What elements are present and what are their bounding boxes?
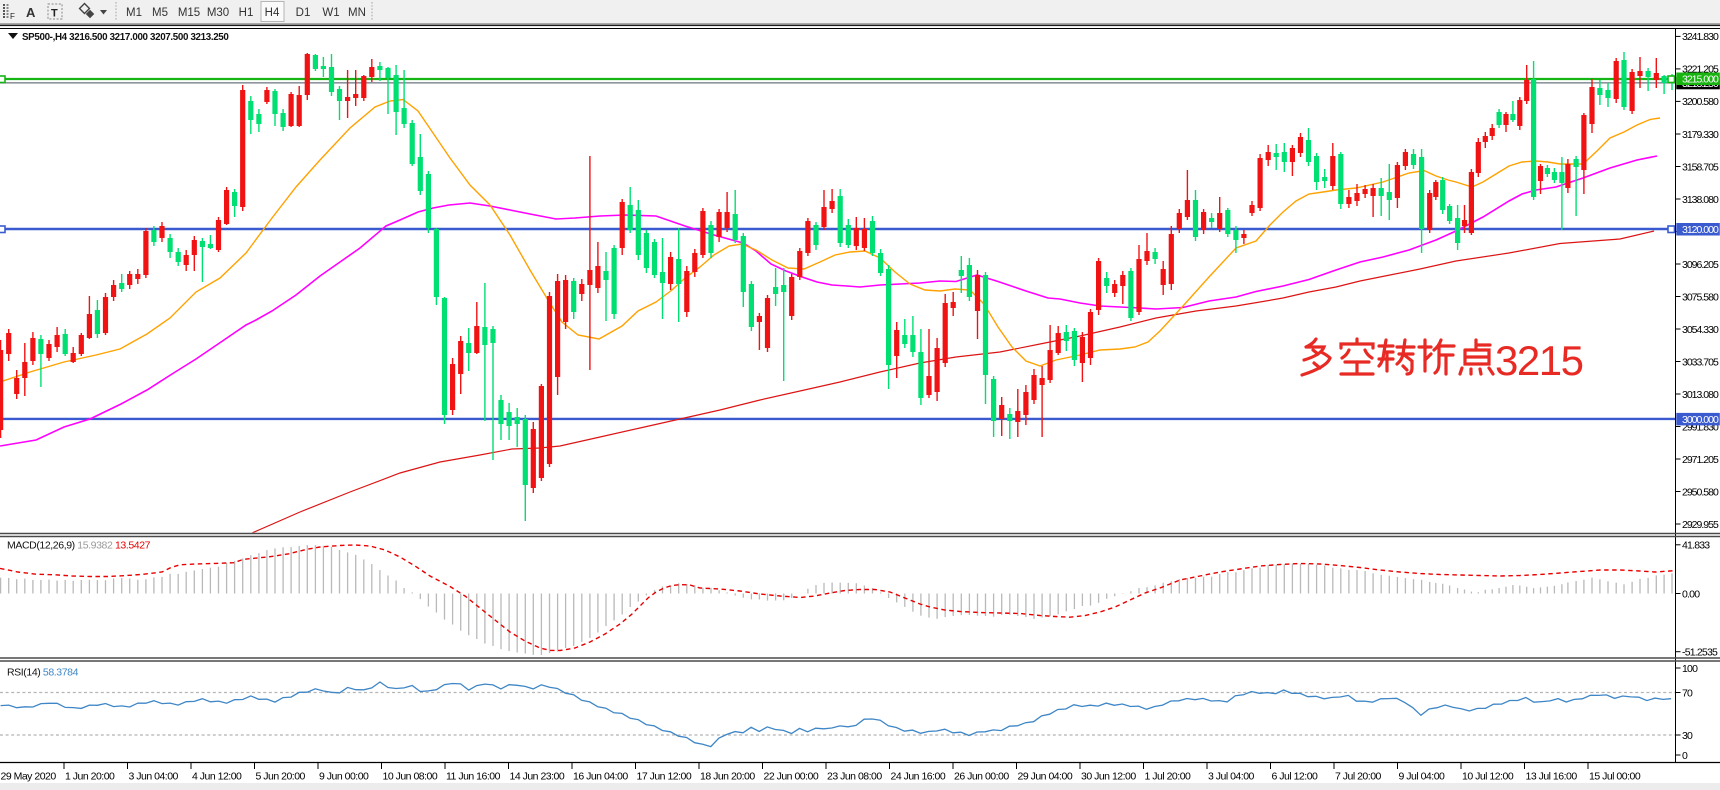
svg-text:11 Jun 16:00: 11 Jun 16:00 xyxy=(446,771,501,783)
svg-text:29 May 2020: 29 May 2020 xyxy=(1,771,57,783)
svg-text:3054.330: 3054.330 xyxy=(1682,324,1719,336)
svg-text:3096.205: 3096.205 xyxy=(1682,259,1719,271)
svg-text:1 Jun 20:00: 1 Jun 20:00 xyxy=(65,771,115,783)
svg-text:H1: H1 xyxy=(239,7,254,19)
svg-text:2950.580: 2950.580 xyxy=(1682,486,1719,498)
svg-text:SP500-,H4 3216.500 3217.000 3: SP500-,H4 3216.500 3217.000 3207.500 321… xyxy=(22,32,229,43)
svg-text:3 Jul 04:00: 3 Jul 04:00 xyxy=(1208,771,1255,783)
svg-text:3 Jun 04:00: 3 Jun 04:00 xyxy=(129,771,179,783)
svg-text:22 Jun 00:00: 22 Jun 00:00 xyxy=(764,771,819,783)
svg-text:18 Jun 20:00: 18 Jun 20:00 xyxy=(700,771,755,783)
svg-text:M15: M15 xyxy=(178,7,200,19)
svg-text:W1: W1 xyxy=(322,7,339,19)
svg-text:1 Jul 20:00: 1 Jul 20:00 xyxy=(1145,771,1192,783)
svg-text:M30: M30 xyxy=(207,7,229,19)
svg-text:9 Jul 04:00: 9 Jul 04:00 xyxy=(1399,771,1446,783)
svg-text:24 Jun 16:00: 24 Jun 16:00 xyxy=(891,771,946,783)
svg-text:3033.705: 3033.705 xyxy=(1682,356,1719,368)
svg-text:3241.830: 3241.830 xyxy=(1682,31,1719,43)
svg-text:T: T xyxy=(51,8,58,20)
svg-text:3215.000: 3215.000 xyxy=(1682,74,1719,86)
svg-text:A: A xyxy=(26,5,36,20)
svg-text:3138.080: 3138.080 xyxy=(1682,194,1719,206)
svg-text:17 Jun 12:00: 17 Jun 12:00 xyxy=(637,771,692,783)
svg-text:H4: H4 xyxy=(265,7,280,19)
svg-text:10 Jul 12:00: 10 Jul 12:00 xyxy=(1462,771,1514,783)
svg-text:5 Jun 20:00: 5 Jun 20:00 xyxy=(256,771,306,783)
svg-text:15 Jul 00:00: 15 Jul 00:00 xyxy=(1589,771,1641,783)
svg-text:3013.080: 3013.080 xyxy=(1682,389,1719,401)
svg-text:3200.580: 3200.580 xyxy=(1682,96,1719,108)
svg-text:29 Jun 04:00: 29 Jun 04:00 xyxy=(1018,771,1073,783)
svg-text:6 Jul 12:00: 6 Jul 12:00 xyxy=(1272,771,1319,783)
svg-text:MN: MN xyxy=(348,7,366,19)
svg-text:MACD(12,26,9) 15.9382 13.5427: MACD(12,26,9) 15.9382 13.5427 xyxy=(7,540,151,552)
svg-text:3215: 3215 xyxy=(1495,337,1583,384)
svg-text:16 Jun 04:00: 16 Jun 04:00 xyxy=(573,771,628,783)
svg-text:0: 0 xyxy=(1682,750,1688,762)
svg-text:70: 70 xyxy=(1682,687,1693,699)
svg-text:23 Jun 08:00: 23 Jun 08:00 xyxy=(827,771,882,783)
svg-text:41.833: 41.833 xyxy=(1682,540,1710,552)
svg-text:13 Jul 16:00: 13 Jul 16:00 xyxy=(1526,771,1578,783)
svg-text:M5: M5 xyxy=(152,7,168,19)
svg-text:3120.000: 3120.000 xyxy=(1682,224,1719,236)
svg-text:100: 100 xyxy=(1682,663,1698,675)
svg-text:2929.955: 2929.955 xyxy=(1682,519,1719,531)
svg-text:7 Jul 20:00: 7 Jul 20:00 xyxy=(1335,771,1382,783)
svg-text:0.00: 0.00 xyxy=(1682,588,1700,600)
svg-text:D1: D1 xyxy=(296,7,311,19)
svg-text:30 Jun 12:00: 30 Jun 12:00 xyxy=(1081,771,1136,783)
svg-text:3158.705: 3158.705 xyxy=(1682,161,1719,173)
svg-text:3179.330: 3179.330 xyxy=(1682,129,1719,141)
svg-text:M1: M1 xyxy=(126,7,142,19)
svg-text:10 Jun 08:00: 10 Jun 08:00 xyxy=(383,771,438,783)
svg-text:9 Jun 00:00: 9 Jun 00:00 xyxy=(319,771,369,783)
svg-text:2971.205: 2971.205 xyxy=(1682,454,1719,466)
svg-text:-51.2535: -51.2535 xyxy=(1682,647,1718,659)
svg-text:RSI(14) 58.3784: RSI(14) 58.3784 xyxy=(7,667,79,679)
svg-text:30: 30 xyxy=(1682,730,1693,742)
svg-text:3000.000: 3000.000 xyxy=(1682,414,1719,426)
svg-text:14 Jun 23:00: 14 Jun 23:00 xyxy=(510,771,565,783)
svg-text:4 Jun 12:00: 4 Jun 12:00 xyxy=(192,771,242,783)
svg-text:26 Jun 00:00: 26 Jun 00:00 xyxy=(954,771,1009,783)
svg-text:3075.580: 3075.580 xyxy=(1682,291,1719,303)
svg-text:F: F xyxy=(10,12,15,21)
